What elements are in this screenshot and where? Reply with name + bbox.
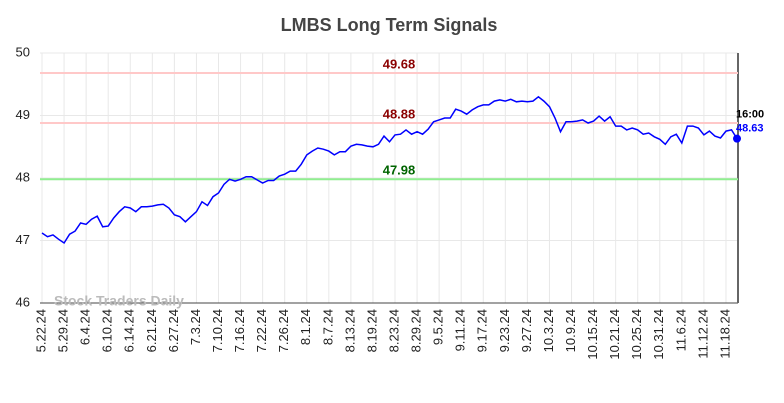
x-tick-label: 8.23.24 <box>386 309 401 352</box>
x-tick-label: 6.4.24 <box>78 309 93 345</box>
x-tick-label: 7.26.24 <box>276 309 291 352</box>
price-line <box>41 95 738 245</box>
x-tick-label: 9.27.24 <box>519 309 534 352</box>
x-tick-label: 11.18.24 <box>717 309 732 359</box>
x-tick-label: 7.22.24 <box>254 309 269 352</box>
y-tick-label: 49 <box>16 107 30 122</box>
chart-title: LMBS Long Term Signals <box>281 15 498 35</box>
watermark: Stock Traders Daily <box>54 293 184 309</box>
x-tick-label: 7.10.24 <box>210 309 225 352</box>
x-tick-label: 8.29.24 <box>409 309 424 352</box>
x-tick-label: 7.16.24 <box>232 309 247 352</box>
x-tick-label: 8.19.24 <box>364 309 379 352</box>
x-tick-label: 10.21.24 <box>607 309 622 360</box>
x-tick-label: 9.17.24 <box>475 309 490 352</box>
x-tick-label: 7.3.24 <box>188 309 203 345</box>
last-point <box>733 134 741 143</box>
x-tick-label: 9.11.24 <box>453 309 468 351</box>
y-tick-label: 50 <box>16 44 30 59</box>
x-tick-label: 9.5.24 <box>431 309 446 345</box>
x-tick-label: 8.1.24 <box>298 309 313 345</box>
level-label: 48.88 <box>383 106 416 121</box>
last-value: 48.63 <box>736 123 764 135</box>
x-tick-label: 11.6.24 <box>673 309 688 351</box>
y-tick-label: 47 <box>16 232 30 247</box>
x-tick-label: 10.3.24 <box>541 309 556 352</box>
x-tick-label: 10.9.24 <box>563 309 578 352</box>
x-tick-label: 5.29.24 <box>56 309 71 352</box>
x-tick-label: 9.23.24 <box>497 309 512 352</box>
x-tick-label: 6.21.24 <box>144 309 159 352</box>
x-tick-label: 5.22.24 <box>33 309 48 352</box>
x-tick-label: 6.10.24 <box>100 309 115 352</box>
x-tick-label: 6.27.24 <box>166 309 181 352</box>
x-tick-label: 10.15.24 <box>585 309 600 360</box>
x-tick-label: 10.31.24 <box>651 309 666 360</box>
level-label: 49.68 <box>383 56 416 71</box>
y-tick-label: 46 <box>16 294 30 309</box>
x-tick-label: 6.14.24 <box>122 309 137 352</box>
level-label: 47.98 <box>383 163 416 178</box>
x-tick-label: 8.7.24 <box>320 309 335 345</box>
x-tick-label: 10.25.24 <box>629 309 644 360</box>
y-tick-label: 48 <box>16 169 30 184</box>
last-time: 16:00 <box>736 109 764 121</box>
x-tick-label: 8.13.24 <box>342 309 357 352</box>
x-tick-label: 11.12.24 <box>695 309 710 359</box>
